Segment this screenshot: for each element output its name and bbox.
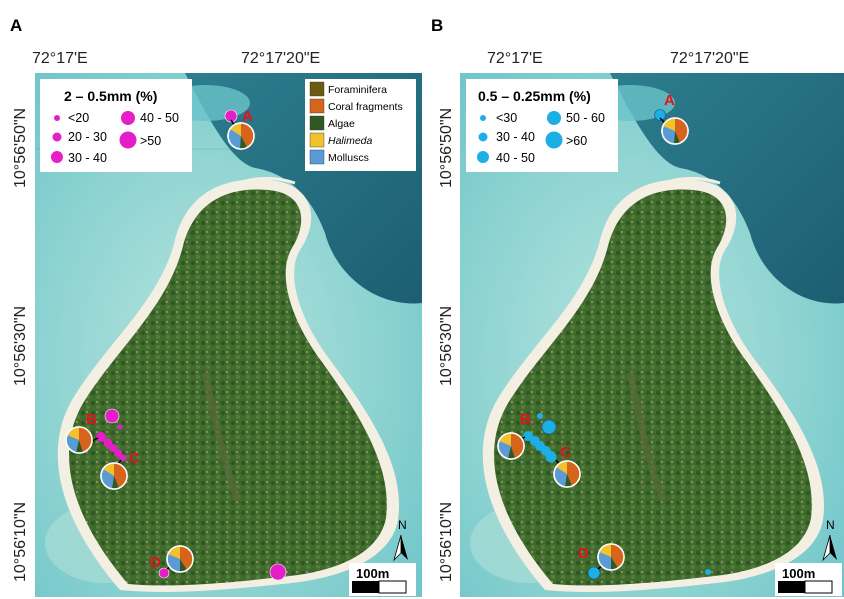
north-arrow-b: N — [822, 518, 837, 562]
size-legend-a-item-3: 30 - 40 — [68, 151, 107, 165]
grain-marker — [96, 432, 106, 442]
longitude-label-2-b: 72°17'20"E — [670, 50, 749, 67]
latitude-label-1: 10°56'50"N — [12, 108, 29, 188]
grain-marker — [269, 563, 287, 581]
composition-legend-item-coral-fragments: Coral fragments — [309, 98, 403, 114]
grain-marker — [114, 449, 122, 457]
size-legend-b-item-5: >60 — [566, 134, 587, 148]
size-legend-b-symbol-5 — [545, 131, 563, 149]
site-label-d: D — [150, 554, 161, 571]
grain-marker — [545, 451, 557, 463]
composition-pie-site-b-b — [497, 432, 525, 460]
size-legend-b-item-4: 50 - 60 — [566, 111, 605, 125]
composition-legend-item-foraminifera: Foraminifera — [309, 81, 387, 97]
latitude-label-2: 10°56'30"N — [12, 306, 29, 386]
svg-text:Algae: Algae — [328, 118, 355, 130]
grain-marker — [587, 566, 601, 580]
size-legend-b-item-3: 40 - 50 — [496, 151, 535, 165]
size-legend-b-item-2: 30 - 40 — [496, 130, 535, 144]
composition-pie-site-c-b — [553, 460, 581, 488]
size-legend-b: 0.5 – 0.25mm (%) <30 30 - 40 40 - 50 50 … — [466, 79, 618, 172]
size-legend-b-symbol-3 — [477, 151, 489, 163]
grain-marker — [705, 569, 711, 575]
svg-text:Molluscs: Molluscs — [328, 152, 369, 164]
size-legend-a-symbol-1 — [54, 115, 60, 121]
svg-text:Halimeda: Halimeda — [328, 135, 373, 147]
size-legend-a-symbol-3 — [51, 151, 63, 163]
grain-marker — [523, 431, 533, 441]
svg-text:100m: 100m — [356, 566, 389, 581]
size-legend-a-symbol-4 — [121, 111, 135, 125]
latitude-label-1-b: 10°56'50"N — [438, 108, 455, 188]
site-label-a: A — [242, 108, 253, 125]
grain-marker — [537, 413, 543, 419]
grain-marker — [109, 444, 117, 452]
size-legend-a-title: 2 – 0.5mm (%) — [64, 88, 157, 104]
scale-bar-b: 100m — [775, 563, 842, 596]
panel-a-letter: A — [10, 16, 22, 35]
svg-text:100m: 100m — [782, 566, 815, 581]
scale-bar-a: 100m — [349, 563, 416, 596]
latitude-label-2-b: 10°56'30"N — [438, 306, 455, 386]
svg-text:Foraminifera: Foraminifera — [328, 84, 387, 96]
site-label-b-b: B — [520, 411, 531, 428]
grain-marker — [119, 454, 127, 462]
size-legend-a-symbol-5 — [119, 131, 137, 149]
svg-text:N: N — [826, 518, 835, 532]
site-label-d-b: D — [578, 545, 589, 562]
composition-pie-site-b — [65, 426, 93, 454]
grain-marker — [654, 109, 666, 121]
composition-legend-item-molluscs: Molluscs — [309, 149, 369, 165]
north-arrow-a: N — [393, 518, 408, 562]
site-label-a-b: A — [664, 92, 675, 109]
grain-marker — [541, 419, 557, 435]
longitude-label-1-b: 72°17'E — [487, 50, 543, 67]
svg-text:Coral fragments: Coral fragments — [328, 101, 403, 113]
site-label-c: C — [129, 450, 140, 467]
size-legend-b-item-1: <30 — [496, 111, 517, 125]
svg-text:N: N — [398, 518, 407, 532]
composition-legend: Foraminifera Coral fragments Algae Halim… — [305, 79, 416, 171]
grain-marker — [117, 424, 123, 430]
size-legend-a-symbol-2 — [52, 132, 62, 142]
site-label-c-b: C — [560, 444, 571, 461]
size-legend-b-symbol-2 — [478, 132, 488, 142]
composition-pie-site-d-b — [597, 543, 625, 571]
size-legend-a-item-1: <20 — [68, 111, 89, 125]
panel-b: B 72°17'E 72°17'20"E 10°56'50"N 10°56'30… — [431, 16, 844, 597]
composition-legend-item-halimeda: Halimeda — [309, 132, 373, 148]
latitude-label-3-b: 10°56'10"N — [438, 502, 455, 582]
composition-legend-item-algae: Algae — [309, 115, 355, 131]
composition-pie-site-a-b — [661, 117, 689, 145]
size-legend-a: 2 – 0.5mm (%) <20 20 - 30 30 - 40 40 - 5… — [40, 79, 192, 172]
size-legend-b-symbol-4 — [547, 111, 561, 125]
size-legend-a-item-5: >50 — [140, 134, 161, 148]
size-legend-b-title: 0.5 – 0.25mm (%) — [478, 88, 591, 104]
grain-marker — [158, 567, 170, 579]
latitude-label-3: 10°56'10"N — [12, 502, 29, 582]
composition-pie-site-d — [166, 545, 194, 573]
longitude-label-1: 72°17'E — [32, 50, 88, 67]
size-legend-a-item-4: 40 - 50 — [140, 111, 179, 125]
longitude-label-2: 72°17'20"E — [241, 50, 320, 67]
grain-marker — [104, 408, 120, 424]
size-legend-a-item-2: 20 - 30 — [68, 130, 107, 144]
composition-pie-site-a — [227, 122, 255, 150]
panel-a: A 72°17'E 72°17'20"E 10°56'50"N 10°56'30… — [10, 16, 422, 597]
site-label-b: B — [86, 411, 97, 428]
grain-marker — [224, 109, 238, 123]
composition-pie-site-c — [100, 462, 128, 490]
size-legend-b-symbol-1 — [480, 115, 486, 121]
panel-b-letter: B — [431, 16, 443, 35]
